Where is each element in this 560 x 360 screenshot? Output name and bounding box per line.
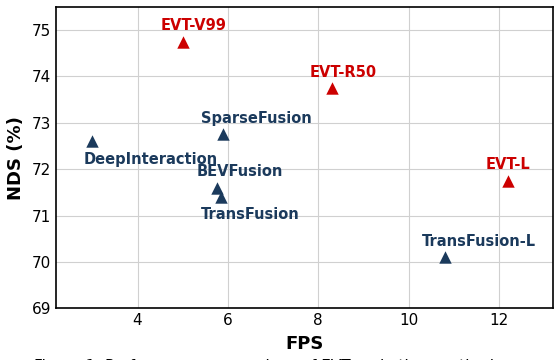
Text: EVT-V99: EVT-V99	[160, 18, 226, 33]
Text: EVT-L: EVT-L	[486, 157, 530, 172]
Point	[212, 185, 221, 190]
Text: DeepInteraction: DeepInteraction	[83, 152, 217, 167]
Y-axis label: NDS (%): NDS (%)	[7, 116, 25, 199]
Text: SparseFusion: SparseFusion	[201, 111, 311, 126]
Point	[327, 85, 336, 91]
X-axis label: FPS: FPS	[286, 335, 324, 353]
Text: TransFusion: TransFusion	[201, 207, 300, 222]
Text: BEVFusion: BEVFusion	[196, 165, 283, 179]
Point	[217, 194, 226, 200]
Text: TransFusion-L: TransFusion-L	[422, 234, 536, 249]
Text: Figure 1. Performance comparison of EVT and other methods on: Figure 1. Performance comparison of EVT …	[34, 359, 526, 360]
Point	[440, 255, 449, 260]
Point	[178, 39, 187, 45]
Text: EVT-R50: EVT-R50	[309, 65, 376, 80]
Point	[88, 139, 97, 144]
Point	[503, 178, 512, 184]
Point	[219, 131, 228, 137]
